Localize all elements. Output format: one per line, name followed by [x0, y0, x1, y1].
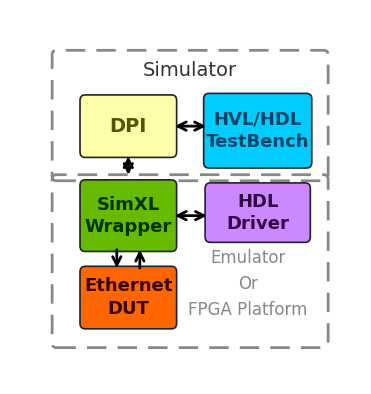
Text: Emulator
Or
FPGA Platform: Emulator Or FPGA Platform [188, 249, 307, 319]
Text: Ethernet
DUT: Ethernet DUT [84, 277, 173, 318]
Text: Simulator: Simulator [143, 61, 237, 80]
Text: HVL/HDL
TestBench: HVL/HDL TestBench [206, 111, 309, 151]
FancyBboxPatch shape [80, 180, 177, 251]
Text: DPI: DPI [110, 117, 147, 136]
FancyBboxPatch shape [80, 95, 177, 158]
FancyBboxPatch shape [80, 266, 177, 329]
FancyBboxPatch shape [204, 93, 312, 168]
Text: HDL
Driver: HDL Driver [226, 193, 289, 233]
FancyBboxPatch shape [205, 183, 310, 242]
Text: SimXL
Wrapper: SimXL Wrapper [85, 195, 172, 236]
